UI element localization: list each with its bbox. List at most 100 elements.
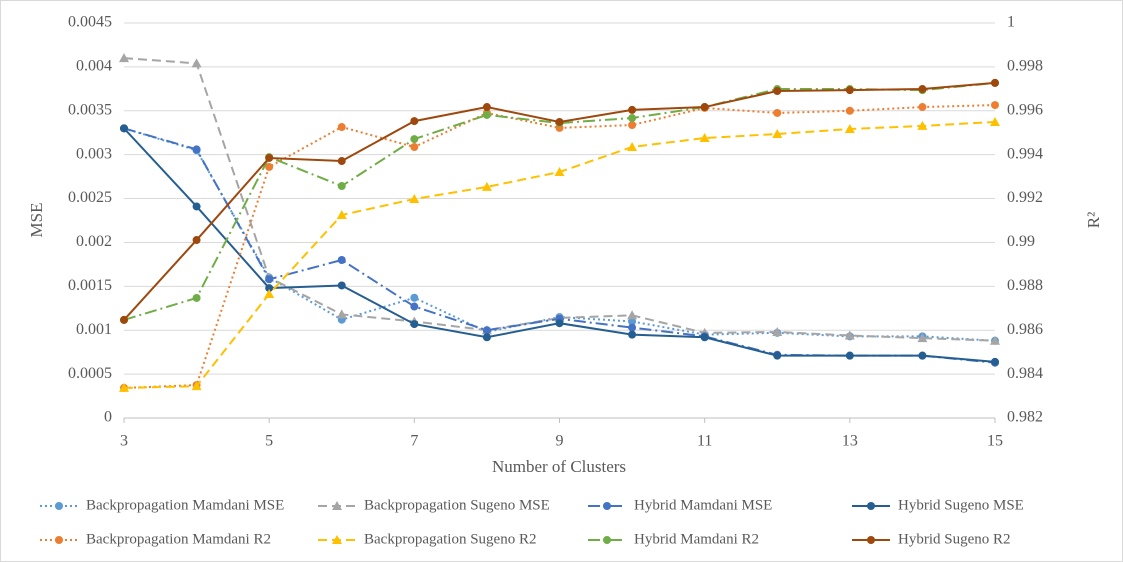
marker xyxy=(990,116,1000,126)
marker xyxy=(337,182,346,191)
marker xyxy=(991,357,999,366)
legend-marker xyxy=(55,536,63,544)
y-tick-label: 0 xyxy=(104,409,112,426)
legend-label: Hybrid Sugeno R2 xyxy=(898,531,1011,547)
x-tick-label: 9 xyxy=(556,433,564,450)
marker xyxy=(410,135,419,144)
legend-label: Backpropagation Sugeno MSE xyxy=(364,497,550,513)
marker xyxy=(555,117,564,126)
marker xyxy=(844,330,855,340)
marker xyxy=(265,275,274,284)
marker xyxy=(628,330,637,339)
y2-tick-label: 0.992 xyxy=(1007,189,1043,206)
y2-tick-label: 0.994 xyxy=(1007,145,1043,162)
marker xyxy=(265,284,274,293)
y-tick-label: 0.003 xyxy=(76,145,112,162)
marker xyxy=(337,256,346,264)
legend-marker xyxy=(603,502,611,510)
x-tick-label: 15 xyxy=(987,433,1003,450)
legend-label: Hybrid Mamdani R2 xyxy=(634,531,759,547)
marker xyxy=(482,103,491,112)
marker xyxy=(482,333,491,342)
marker xyxy=(555,319,564,328)
marker xyxy=(990,335,1000,345)
marker xyxy=(772,326,783,336)
marker xyxy=(119,382,129,392)
marker xyxy=(410,320,419,329)
legend-label: Backpropagation Mamdani MSE xyxy=(86,497,284,513)
y-tick-label: 0.0005 xyxy=(68,365,112,382)
y2-tick-label: 0.998 xyxy=(1007,58,1043,75)
y2-axis-label: R² xyxy=(1084,212,1103,228)
marker xyxy=(120,315,128,324)
marker xyxy=(554,167,565,177)
x-tick-label: 3 xyxy=(120,433,128,450)
marker xyxy=(410,302,419,311)
legend-marker xyxy=(332,501,342,510)
marker xyxy=(627,310,638,320)
marker xyxy=(265,153,274,162)
y-tick-label: 0.0035 xyxy=(68,101,112,118)
x-tick-label: 11 xyxy=(697,433,712,450)
legend-marker xyxy=(867,502,875,510)
marker xyxy=(191,58,202,68)
y-axis-label: MSE xyxy=(27,203,46,238)
marker xyxy=(410,142,419,151)
marker xyxy=(628,323,637,332)
y-tick-label: 0.001 xyxy=(76,321,112,338)
marker xyxy=(991,101,999,110)
legend-label: Hybrid Sugeno MSE xyxy=(898,497,1024,513)
y2-tick-label: 0.986 xyxy=(1007,321,1043,338)
marker xyxy=(192,293,201,302)
y2-tick-label: 1 xyxy=(1007,14,1015,31)
marker xyxy=(337,157,346,166)
marker xyxy=(773,108,782,117)
marker xyxy=(192,202,201,211)
y2-tick-label: 0.996 xyxy=(1007,101,1043,118)
marker xyxy=(845,86,854,95)
legend-marker xyxy=(867,536,875,544)
marker xyxy=(265,162,274,171)
marker xyxy=(773,87,782,96)
marker xyxy=(192,145,201,154)
marker xyxy=(699,132,710,142)
marker xyxy=(192,236,201,245)
marker xyxy=(410,293,419,302)
legend-marker xyxy=(603,536,611,544)
legend-label: Backpropagation Mamdani R2 xyxy=(86,531,271,547)
marker xyxy=(773,351,782,360)
marker xyxy=(991,78,999,87)
marker xyxy=(628,121,637,130)
y2-tick-label: 0.982 xyxy=(1007,409,1043,426)
marker xyxy=(918,351,927,360)
marker xyxy=(628,105,637,114)
marker xyxy=(844,123,855,133)
marker xyxy=(410,117,419,126)
y-tick-label: 0.004 xyxy=(76,58,112,75)
legend-marker xyxy=(55,502,63,510)
marker xyxy=(120,124,128,133)
marker xyxy=(845,106,854,115)
marker xyxy=(700,333,709,342)
y2-tick-label: 0.988 xyxy=(1007,277,1043,294)
marker xyxy=(337,281,346,290)
marker xyxy=(337,123,346,132)
x-tick-label: 5 xyxy=(265,433,273,450)
marker xyxy=(845,351,854,360)
y-tick-label: 0.0045 xyxy=(68,14,112,31)
legend-marker xyxy=(332,535,342,544)
marker xyxy=(191,381,202,391)
marker xyxy=(264,289,275,299)
y-tick-label: 0.0025 xyxy=(68,189,112,206)
marker xyxy=(918,103,927,112)
marker xyxy=(481,181,492,191)
marker xyxy=(700,103,709,112)
legend-label: Hybrid Mamdani MSE xyxy=(634,497,772,513)
y-tick-label: 0.002 xyxy=(76,233,112,250)
marker xyxy=(482,110,491,119)
x-tick-label: 7 xyxy=(410,433,418,450)
marker xyxy=(918,85,927,94)
y2-tick-label: 0.984 xyxy=(1007,365,1043,382)
